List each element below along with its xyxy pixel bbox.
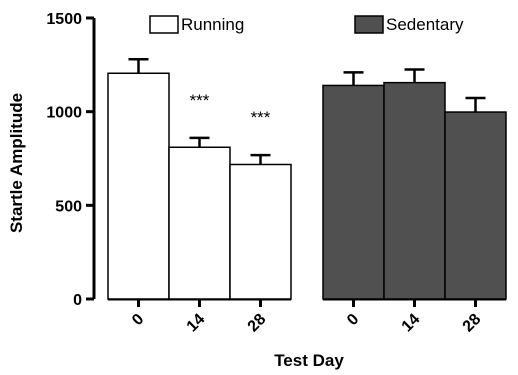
x-tick-label: 0 xyxy=(129,311,147,329)
legend-label-sedentary: Sedentary xyxy=(386,15,464,34)
bar-sedentary-14 xyxy=(383,81,446,300)
y-tick-label: 1500 xyxy=(46,11,82,28)
bar-running-0 xyxy=(107,72,170,300)
legend: Running Sedentary xyxy=(149,15,464,34)
legend-label-running: Running xyxy=(181,15,244,34)
y-tick-label: 0 xyxy=(73,292,82,309)
legend-swatch-running xyxy=(149,15,179,34)
legend-swatch-sedentary xyxy=(354,15,384,34)
y-axis-title: Startle Amplitude xyxy=(7,93,26,233)
significance-label: *** xyxy=(190,91,210,110)
x-tick-label: 0 xyxy=(344,311,362,329)
y-tick-label: 1000 xyxy=(46,105,82,122)
bar-running-28 xyxy=(229,163,292,300)
bar-sedentary-0 xyxy=(322,84,385,300)
bars: *** *** xyxy=(107,57,507,300)
x-tick-label: 28 xyxy=(460,311,485,336)
y-tick-label: 500 xyxy=(55,198,82,215)
x-tick-label: 14 xyxy=(399,311,424,336)
bar-running-14 xyxy=(168,146,231,300)
x-tick-label: 14 xyxy=(184,311,209,336)
significance-label: *** xyxy=(251,108,271,127)
x-tick-label: 28 xyxy=(245,311,270,336)
bar-sedentary-28 xyxy=(444,111,507,300)
x-axis-title: Test Day xyxy=(274,351,344,370)
